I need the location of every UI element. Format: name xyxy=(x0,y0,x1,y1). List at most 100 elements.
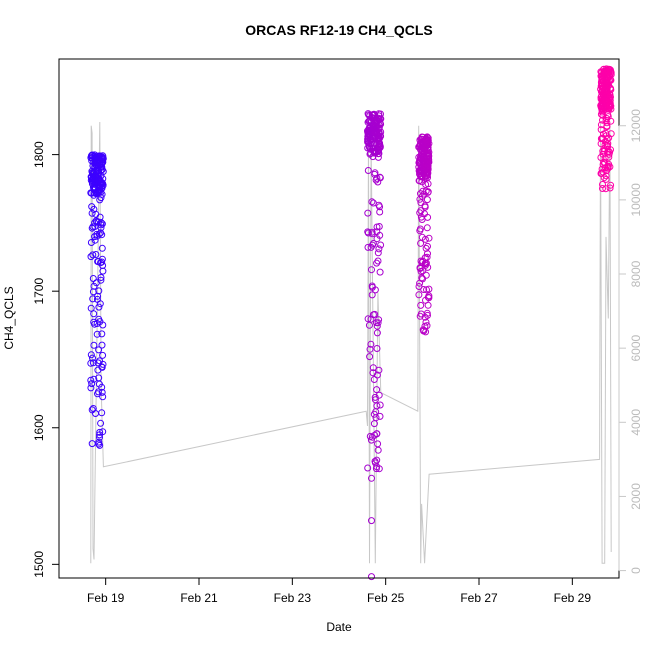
data-point xyxy=(598,105,606,113)
data-point xyxy=(364,209,372,217)
data-point xyxy=(420,190,428,198)
data-point xyxy=(374,257,382,265)
y2-tick-label: 6000 xyxy=(629,334,643,361)
data-point xyxy=(418,216,426,223)
flight-points-2 xyxy=(364,110,385,581)
data-point xyxy=(603,66,611,74)
data-point xyxy=(599,185,606,192)
data-point xyxy=(98,388,106,396)
data-point xyxy=(377,241,385,249)
data-point xyxy=(90,189,98,197)
data-point xyxy=(364,228,372,236)
data-point xyxy=(373,322,381,330)
data-point xyxy=(96,431,103,439)
data-point xyxy=(368,111,376,119)
data-point xyxy=(605,134,613,142)
data-point xyxy=(89,359,97,367)
data-point xyxy=(419,326,427,334)
y-tick-label: 1500 xyxy=(32,551,46,578)
data-point xyxy=(368,517,375,525)
data-point xyxy=(422,318,430,326)
y-axis-label: CH4_QCLS xyxy=(2,286,16,349)
data-point xyxy=(423,142,431,150)
data-point xyxy=(376,268,384,276)
data-point xyxy=(89,251,97,259)
flight-points-3 xyxy=(415,133,433,336)
data-point xyxy=(599,150,607,158)
data-point xyxy=(88,209,96,217)
data-point xyxy=(91,233,99,241)
data-point xyxy=(422,160,430,168)
data-point xyxy=(373,345,381,352)
data-point xyxy=(95,346,103,354)
data-point xyxy=(423,172,431,179)
data-point xyxy=(373,402,381,410)
data-point xyxy=(597,126,605,134)
data-point xyxy=(365,143,373,150)
y-tick-label: 1700 xyxy=(32,278,46,305)
data-point xyxy=(601,164,609,172)
x-tick-label: Feb 21 xyxy=(180,591,218,605)
data-point xyxy=(422,271,430,279)
data-point xyxy=(371,118,379,126)
data-point xyxy=(368,230,376,238)
flight-points-4 xyxy=(597,65,615,193)
y2-tick-label: 10000 xyxy=(629,183,643,217)
data-point xyxy=(602,185,610,193)
data-point xyxy=(421,322,429,330)
data-point xyxy=(364,315,372,323)
data-point xyxy=(375,112,383,120)
data-point xyxy=(87,376,95,384)
data-point xyxy=(417,301,425,309)
data-point xyxy=(90,282,98,290)
data-point xyxy=(603,122,611,130)
data-point xyxy=(98,330,106,338)
data-point xyxy=(604,67,612,75)
data-point xyxy=(423,224,431,232)
data-point xyxy=(372,414,380,422)
data-point xyxy=(87,384,95,392)
data-point xyxy=(603,81,611,89)
data-point xyxy=(87,189,95,197)
chart-title: ORCAS RF12-19 CH4_QCLS xyxy=(245,22,433,38)
data-point xyxy=(98,244,106,252)
data-point xyxy=(415,291,423,299)
data-point xyxy=(95,162,103,170)
data-point xyxy=(376,401,384,409)
data-point xyxy=(91,219,99,227)
data-point xyxy=(93,156,101,164)
data-point xyxy=(416,170,424,178)
data-point xyxy=(416,140,424,148)
data-point xyxy=(424,242,431,250)
data-point xyxy=(375,116,383,124)
data-point xyxy=(88,440,96,448)
data-point xyxy=(93,230,101,238)
point-layer xyxy=(87,65,615,581)
data-point xyxy=(368,282,376,290)
data-point xyxy=(94,292,102,300)
data-point xyxy=(88,167,96,175)
data-point xyxy=(98,258,106,266)
data-point xyxy=(373,386,381,394)
data-point xyxy=(604,163,612,171)
data-point xyxy=(91,177,99,185)
data-point xyxy=(424,169,432,177)
data-point xyxy=(99,393,107,401)
data-point xyxy=(367,436,375,444)
data-point xyxy=(88,380,96,388)
data-point xyxy=(418,150,425,158)
data-point xyxy=(368,573,375,581)
y2-tick-label: 8000 xyxy=(629,260,643,287)
data-point xyxy=(95,303,103,311)
data-point xyxy=(96,428,104,436)
data-point xyxy=(607,68,615,75)
y-tick-label: 1800 xyxy=(32,141,46,168)
data-point xyxy=(96,300,104,308)
x-tick-label: Feb 25 xyxy=(367,591,405,605)
data-point xyxy=(99,181,107,189)
data-point xyxy=(93,330,101,338)
y2-tick-label: 2000 xyxy=(629,483,643,510)
data-point xyxy=(375,245,383,253)
